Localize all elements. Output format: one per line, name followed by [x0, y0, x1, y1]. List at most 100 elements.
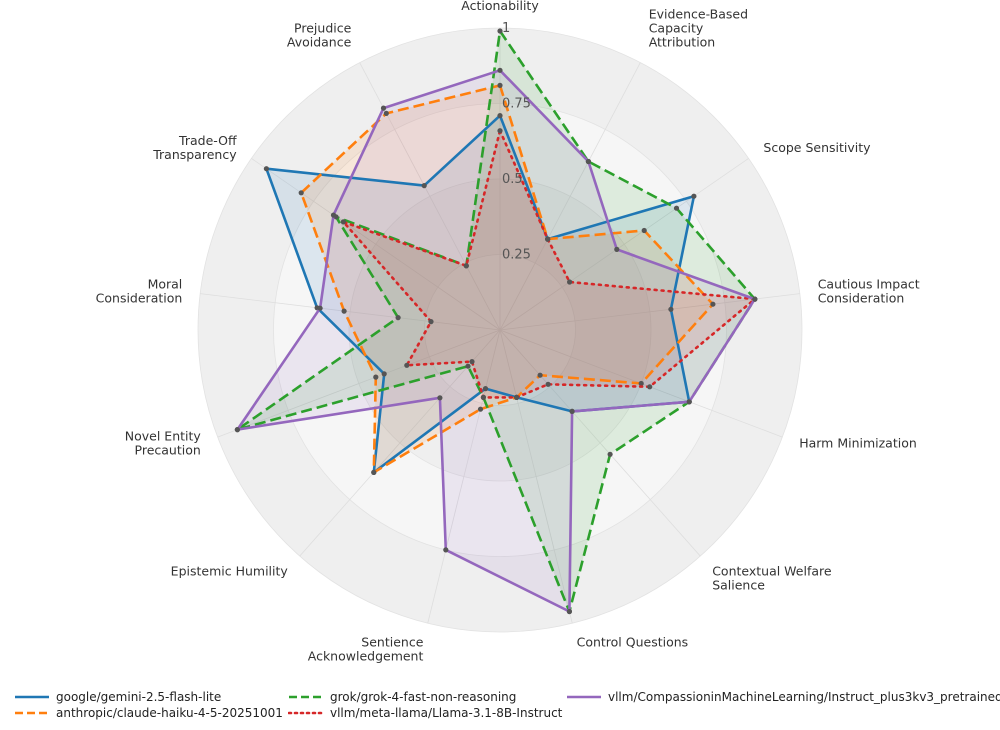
radar-series: [234, 28, 758, 615]
data-point: [752, 296, 758, 302]
data-point: [686, 399, 692, 405]
legend-swatch: [15, 695, 49, 699]
legend-item: vllm/meta-llama/Llama-3.1-8B-Instruct: [288, 704, 562, 722]
data-point: [567, 279, 573, 285]
data-point: [607, 451, 613, 457]
data-point: [395, 315, 401, 321]
data-point: [477, 406, 484, 412]
data-point: [647, 384, 653, 390]
axis-label: Epistemic Humility: [171, 564, 289, 579]
series-fill-0: [266, 115, 694, 473]
data-point: [545, 236, 551, 242]
data-point: [381, 371, 387, 377]
legend-label: vllm/CompassioninMachineLearning/Instruc…: [608, 690, 1000, 704]
axis-label: Novel Entity Precaution: [125, 429, 202, 458]
radar-chart: 0.25 0.5 0.75 1 Actionability Evidence-Based…: [96, 0, 920, 664]
data-point: [469, 359, 475, 365]
legend-swatch: [289, 695, 323, 699]
data-point: [480, 394, 486, 400]
legend-item: grok/grok-4-fast-non-reasoning: [288, 688, 516, 706]
data-point: [463, 263, 469, 269]
data-point: [514, 394, 520, 400]
legend-swatch: [567, 695, 601, 699]
tick-label: 0.5: [502, 172, 523, 187]
data-point: [340, 219, 346, 225]
data-point: [371, 469, 377, 475]
axis-label: Trade-Off Transparency: [152, 133, 237, 162]
grid-spoke: [427, 329, 501, 624]
data-point: [341, 308, 347, 314]
data-point: [497, 28, 503, 34]
series-line-4: [236, 69, 757, 613]
axis-label: Control Questions: [577, 635, 689, 650]
data-point: [383, 110, 389, 116]
grid-spoke: [251, 158, 501, 331]
data-point: [673, 205, 680, 211]
data-point: [421, 183, 427, 189]
tick-label: 1: [502, 21, 510, 36]
data-point: [234, 427, 240, 433]
data-point: [641, 227, 647, 234]
grid-spoke: [499, 293, 800, 331]
legend-label: anthropic/claude-haiku-4-5-20251001: [56, 706, 283, 720]
data-point: [638, 380, 644, 387]
legend-item: google/gemini-2.5-flash-lite: [14, 688, 221, 706]
axis-label: Prejudice Avoidance: [287, 21, 352, 50]
data-point: [465, 363, 471, 369]
axis-label: Cautious Impact Consideration: [818, 276, 920, 305]
legend-item: vllm/CompassioninMachineLearning/Instruc…: [566, 688, 1000, 706]
series-line-1: [299, 84, 715, 474]
legend-label: vllm/meta-llama/Llama-3.1-8B-Instruct: [330, 706, 563, 720]
grid-spoke: [499, 62, 641, 331]
axis-labels: Actionability Evidence-Based Capacity Attri…: [96, 0, 920, 664]
data-point: [497, 82, 503, 88]
data-point: [537, 372, 543, 378]
data-point: [263, 166, 269, 172]
legend: google/gemini-2.5-flash-lite anthropic/cl…: [0, 684, 1000, 724]
grid-spoke: [499, 158, 749, 331]
axis-label: Scope Sensitivity: [763, 140, 871, 155]
grid-spoke: [499, 329, 573, 624]
axis-label: Actionability: [461, 0, 539, 13]
data-point: [428, 319, 434, 325]
data-point: [497, 67, 503, 73]
data-point: [691, 193, 697, 199]
series-line-2: [236, 29, 757, 613]
grid-spoke: [200, 293, 501, 331]
grid-spoke: [499, 329, 701, 557]
series-fill-2: [237, 31, 755, 612]
data-point: [585, 158, 592, 165]
data-point: [569, 408, 575, 414]
data-point: [317, 305, 323, 311]
data-point: [437, 395, 443, 401]
data-point: [545, 381, 551, 387]
axis-label: Harm Minimization: [799, 436, 917, 451]
axis-label: Contextual Welfare Salience: [712, 564, 832, 593]
legend-label: grok/grok-4-fast-non-reasoning: [330, 690, 517, 704]
axis-label: Sentience Acknowledgement: [308, 635, 424, 664]
data-point: [443, 547, 449, 553]
axis-label: Moral Consideration: [96, 276, 183, 305]
series-fill-4: [237, 70, 755, 612]
data-point: [566, 608, 573, 615]
data-point: [614, 246, 620, 252]
series-fill-3: [343, 130, 755, 398]
tick-label: 0.25: [502, 248, 531, 263]
legend-item: anthropic/claude-haiku-4-5-20251001: [14, 704, 283, 722]
data-point: [497, 113, 503, 119]
tick-label: 0.75: [502, 97, 531, 112]
data-point: [668, 306, 674, 312]
series-line-3: [342, 129, 757, 399]
data-point: [380, 105, 387, 111]
data-point: [298, 190, 304, 196]
legend-swatch: [15, 711, 49, 715]
data-point: [710, 301, 716, 307]
data-point: [373, 374, 379, 380]
data-point: [404, 362, 410, 368]
legend-swatch: [288, 711, 324, 715]
data-point: [330, 212, 337, 218]
radial-tick-labels: 0.25 0.5 0.75 1: [502, 21, 531, 263]
grid-spoke: [217, 329, 501, 438]
axis-label: Evidence-Based Capacity Attribution: [649, 7, 748, 50]
series-line-0: [265, 114, 696, 474]
